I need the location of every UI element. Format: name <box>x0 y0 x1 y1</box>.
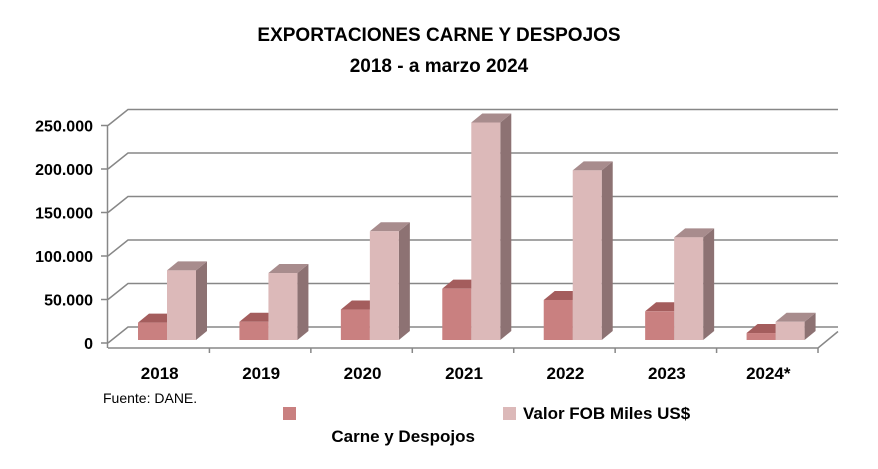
bar-top-face <box>471 113 512 123</box>
bar-front-face <box>572 170 602 340</box>
legend-item-fob: Valor FOB Miles US$ <box>503 402 690 425</box>
bar-top-face <box>775 312 816 322</box>
y-axis-label: 150.000 <box>35 206 93 223</box>
bar-front-face <box>543 299 573 340</box>
chart-title-line2: 2018 - a marzo 2024 <box>349 56 529 77</box>
x-axis-category-label: 2021 <box>445 364 483 383</box>
bar-side-face <box>601 161 613 340</box>
bar-top-face <box>369 222 410 232</box>
legend-swatch-fob <box>503 407 516 420</box>
y-axis-label: 0 <box>84 336 93 353</box>
bar-side-face <box>297 264 309 340</box>
bar-front-face <box>746 333 776 340</box>
y-axis-label: 200.000 <box>35 162 93 179</box>
chart-title: EXPORTACIONES CARNE Y DESPOJOS 2018 - a … <box>0 20 878 82</box>
x-axis-category-label: 2023 <box>648 364 686 383</box>
legend-label-fob: Valor FOB Miles US$ <box>523 404 691 423</box>
bar-top-face <box>268 264 309 274</box>
y-axis-label: 250.000 <box>35 119 93 136</box>
bar-top-face <box>167 261 207 271</box>
source-note: Fuente: DANE. <box>103 390 198 406</box>
bar-2021-series1 <box>471 113 512 340</box>
bar-front-face <box>674 237 704 340</box>
bar-front-face <box>239 321 269 340</box>
bar-side-face <box>500 113 512 340</box>
bar-2023-series1 <box>674 228 715 340</box>
bar-2019-series1 <box>268 264 309 340</box>
x-axis-category-label: 2019 <box>242 364 280 383</box>
y-axis-label: 100.000 <box>35 249 93 266</box>
bar-front-face <box>340 309 370 340</box>
gridline <box>107 108 838 127</box>
bar-front-face <box>138 322 167 340</box>
bar-2024*-series1 <box>775 312 816 340</box>
bar-front-face <box>268 273 298 340</box>
legend-label-carne-line1: Carne y Despojos <box>331 427 475 446</box>
bar-front-face <box>167 270 196 340</box>
legend-item-carne: Carne y Despojos (Ton Netas Expo) <box>283 402 475 469</box>
legend-label-carne: Carne y Despojos (Ton Netas Expo) <box>303 402 475 469</box>
bars <box>138 113 816 340</box>
bar-front-face <box>645 311 675 340</box>
chart-title-line1: EXPORTACIONES CARNE Y DESPOJOS <box>257 25 621 46</box>
bar-side-face <box>196 261 207 340</box>
gridline <box>107 152 838 170</box>
x-axis-category-label: 2022 <box>547 364 585 383</box>
x-axis-category-label: 2024* <box>746 364 791 383</box>
x-axis-category-label: 2018 <box>141 364 179 383</box>
bar-top-face <box>572 161 613 171</box>
bar-side-face <box>398 222 410 340</box>
bar-front-face <box>369 231 399 340</box>
bar-front-face <box>775 321 805 340</box>
bar-2020-series1 <box>369 222 410 340</box>
axes <box>106 125 839 353</box>
bar-2018-series1 <box>167 261 207 340</box>
bar-front-face <box>442 288 472 340</box>
bar-side-face <box>804 312 816 340</box>
bar-top-face <box>674 228 715 238</box>
bar-front-face <box>471 122 501 340</box>
y-axis-label: 50.000 <box>44 293 93 310</box>
bar-side-face <box>703 228 715 340</box>
bar-2022-series1 <box>572 161 613 340</box>
legend-swatch-carne <box>283 407 296 420</box>
x-axis-category-label: 2020 <box>344 364 382 383</box>
